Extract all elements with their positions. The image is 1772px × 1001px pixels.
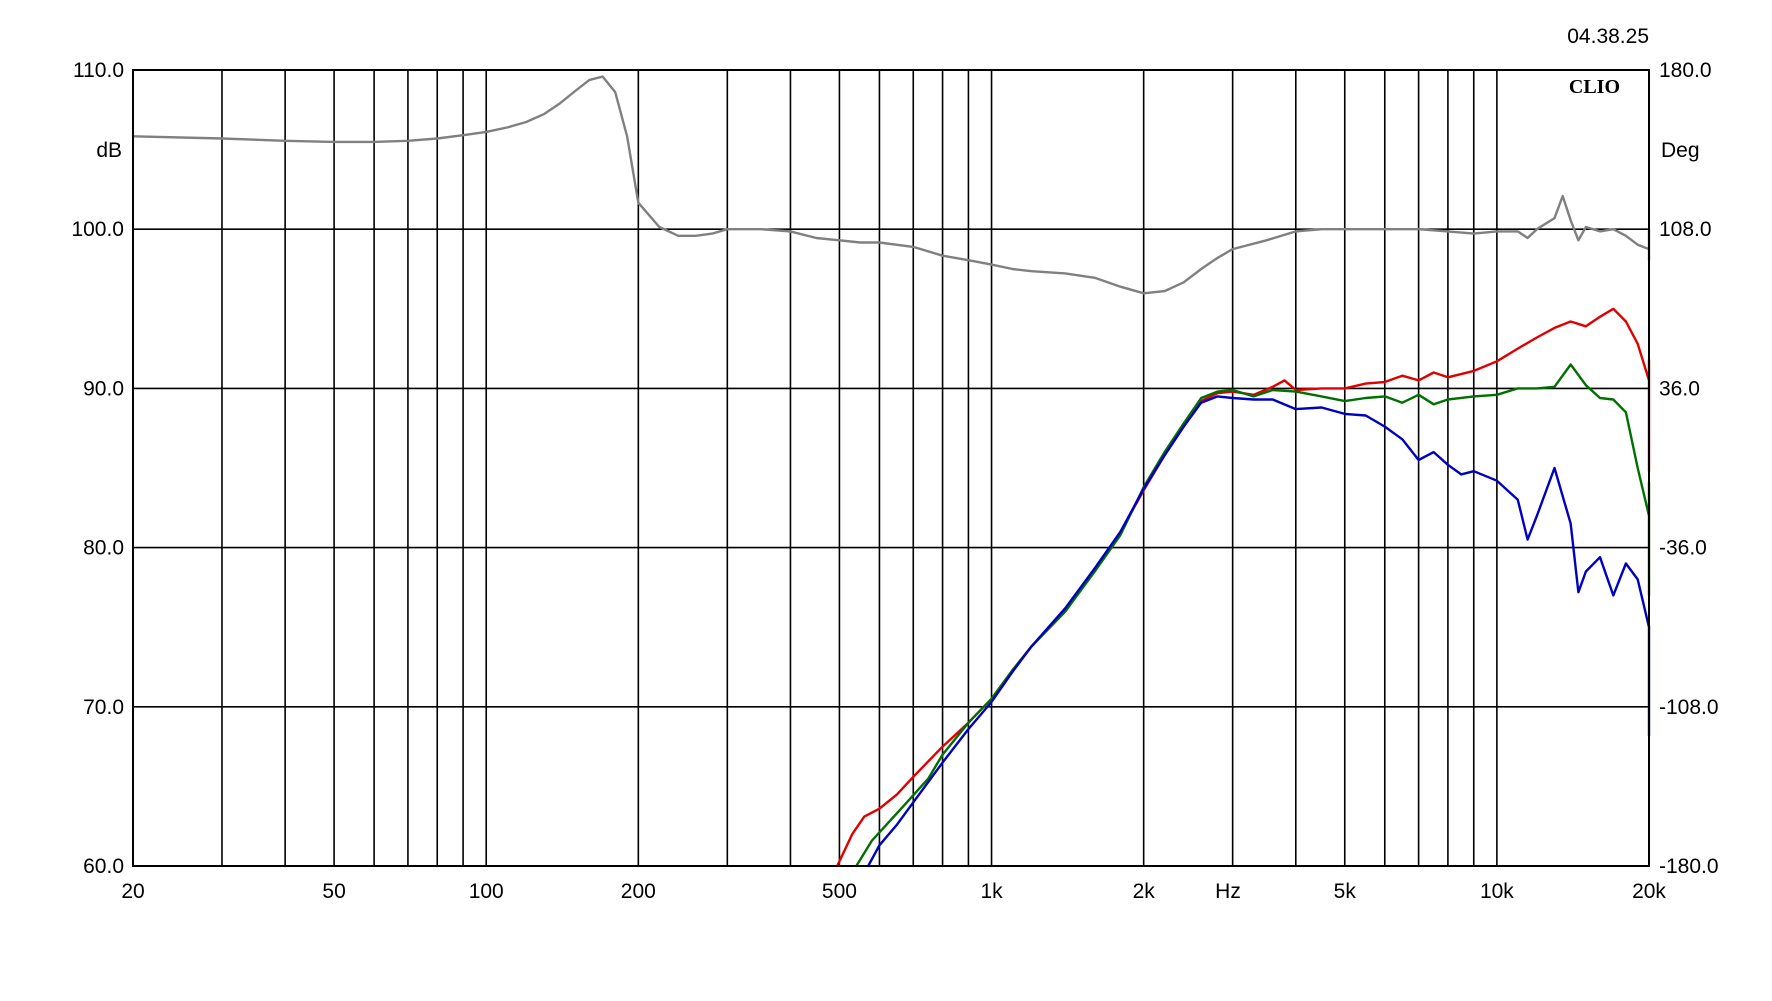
x-tick-label: 200 — [621, 880, 656, 903]
grid-lines — [133, 69, 1649, 867]
y-tick-label: 80.0 — [83, 537, 124, 560]
y-tick-label: 60.0 — [83, 855, 124, 878]
timestamp-label: 04.38.25 — [1567, 25, 1649, 48]
clio-brand-label: CLIO — [1569, 76, 1620, 98]
x-tick-label: 20k — [1632, 880, 1666, 903]
series-layer — [131, 75, 1651, 868]
y-tick-label: 90.0 — [83, 377, 124, 400]
y-axis-unit-label: dB — [96, 139, 122, 162]
x-tick-label: 100 — [469, 880, 504, 903]
series-line — [131, 75, 1651, 295]
y2-tick-label: -108.0 — [1659, 696, 1719, 719]
x-tick-label: 10k — [1480, 880, 1514, 903]
x-tick-label: 20 — [121, 880, 144, 903]
x-axis-unit-label: Hz — [1215, 880, 1241, 903]
y-tick-label: 110.0 — [73, 59, 124, 82]
x-tick-label: 5k — [1334, 880, 1357, 903]
y2-tick-label: 108.0 — [1659, 218, 1712, 241]
y2-tick-label: 180.0 — [1659, 59, 1712, 82]
y2-axis-unit-label: Deg — [1661, 139, 1700, 162]
y2-tick-label: 36.0 — [1659, 377, 1700, 400]
series-line — [867, 395, 1651, 868]
x-tick-label: 1k — [980, 880, 1003, 903]
y-tick-label: 100.0 — [71, 218, 124, 241]
plot-frame — [132, 69, 1650, 867]
x-tick-label: 50 — [322, 880, 345, 903]
y2-tick-label: -36.0 — [1659, 537, 1707, 560]
y2-tick-label: -180.0 — [1659, 855, 1719, 878]
y-tick-label: 70.0 — [83, 696, 124, 719]
tick-labels: 20 50 100 200 500 1k 2k 5k 10k 20k 60.0 70.0 80.0 90.… — [71, 59, 1718, 903]
x-tick-label: 500 — [822, 880, 857, 903]
x-tick-label: 2k — [1133, 880, 1156, 903]
